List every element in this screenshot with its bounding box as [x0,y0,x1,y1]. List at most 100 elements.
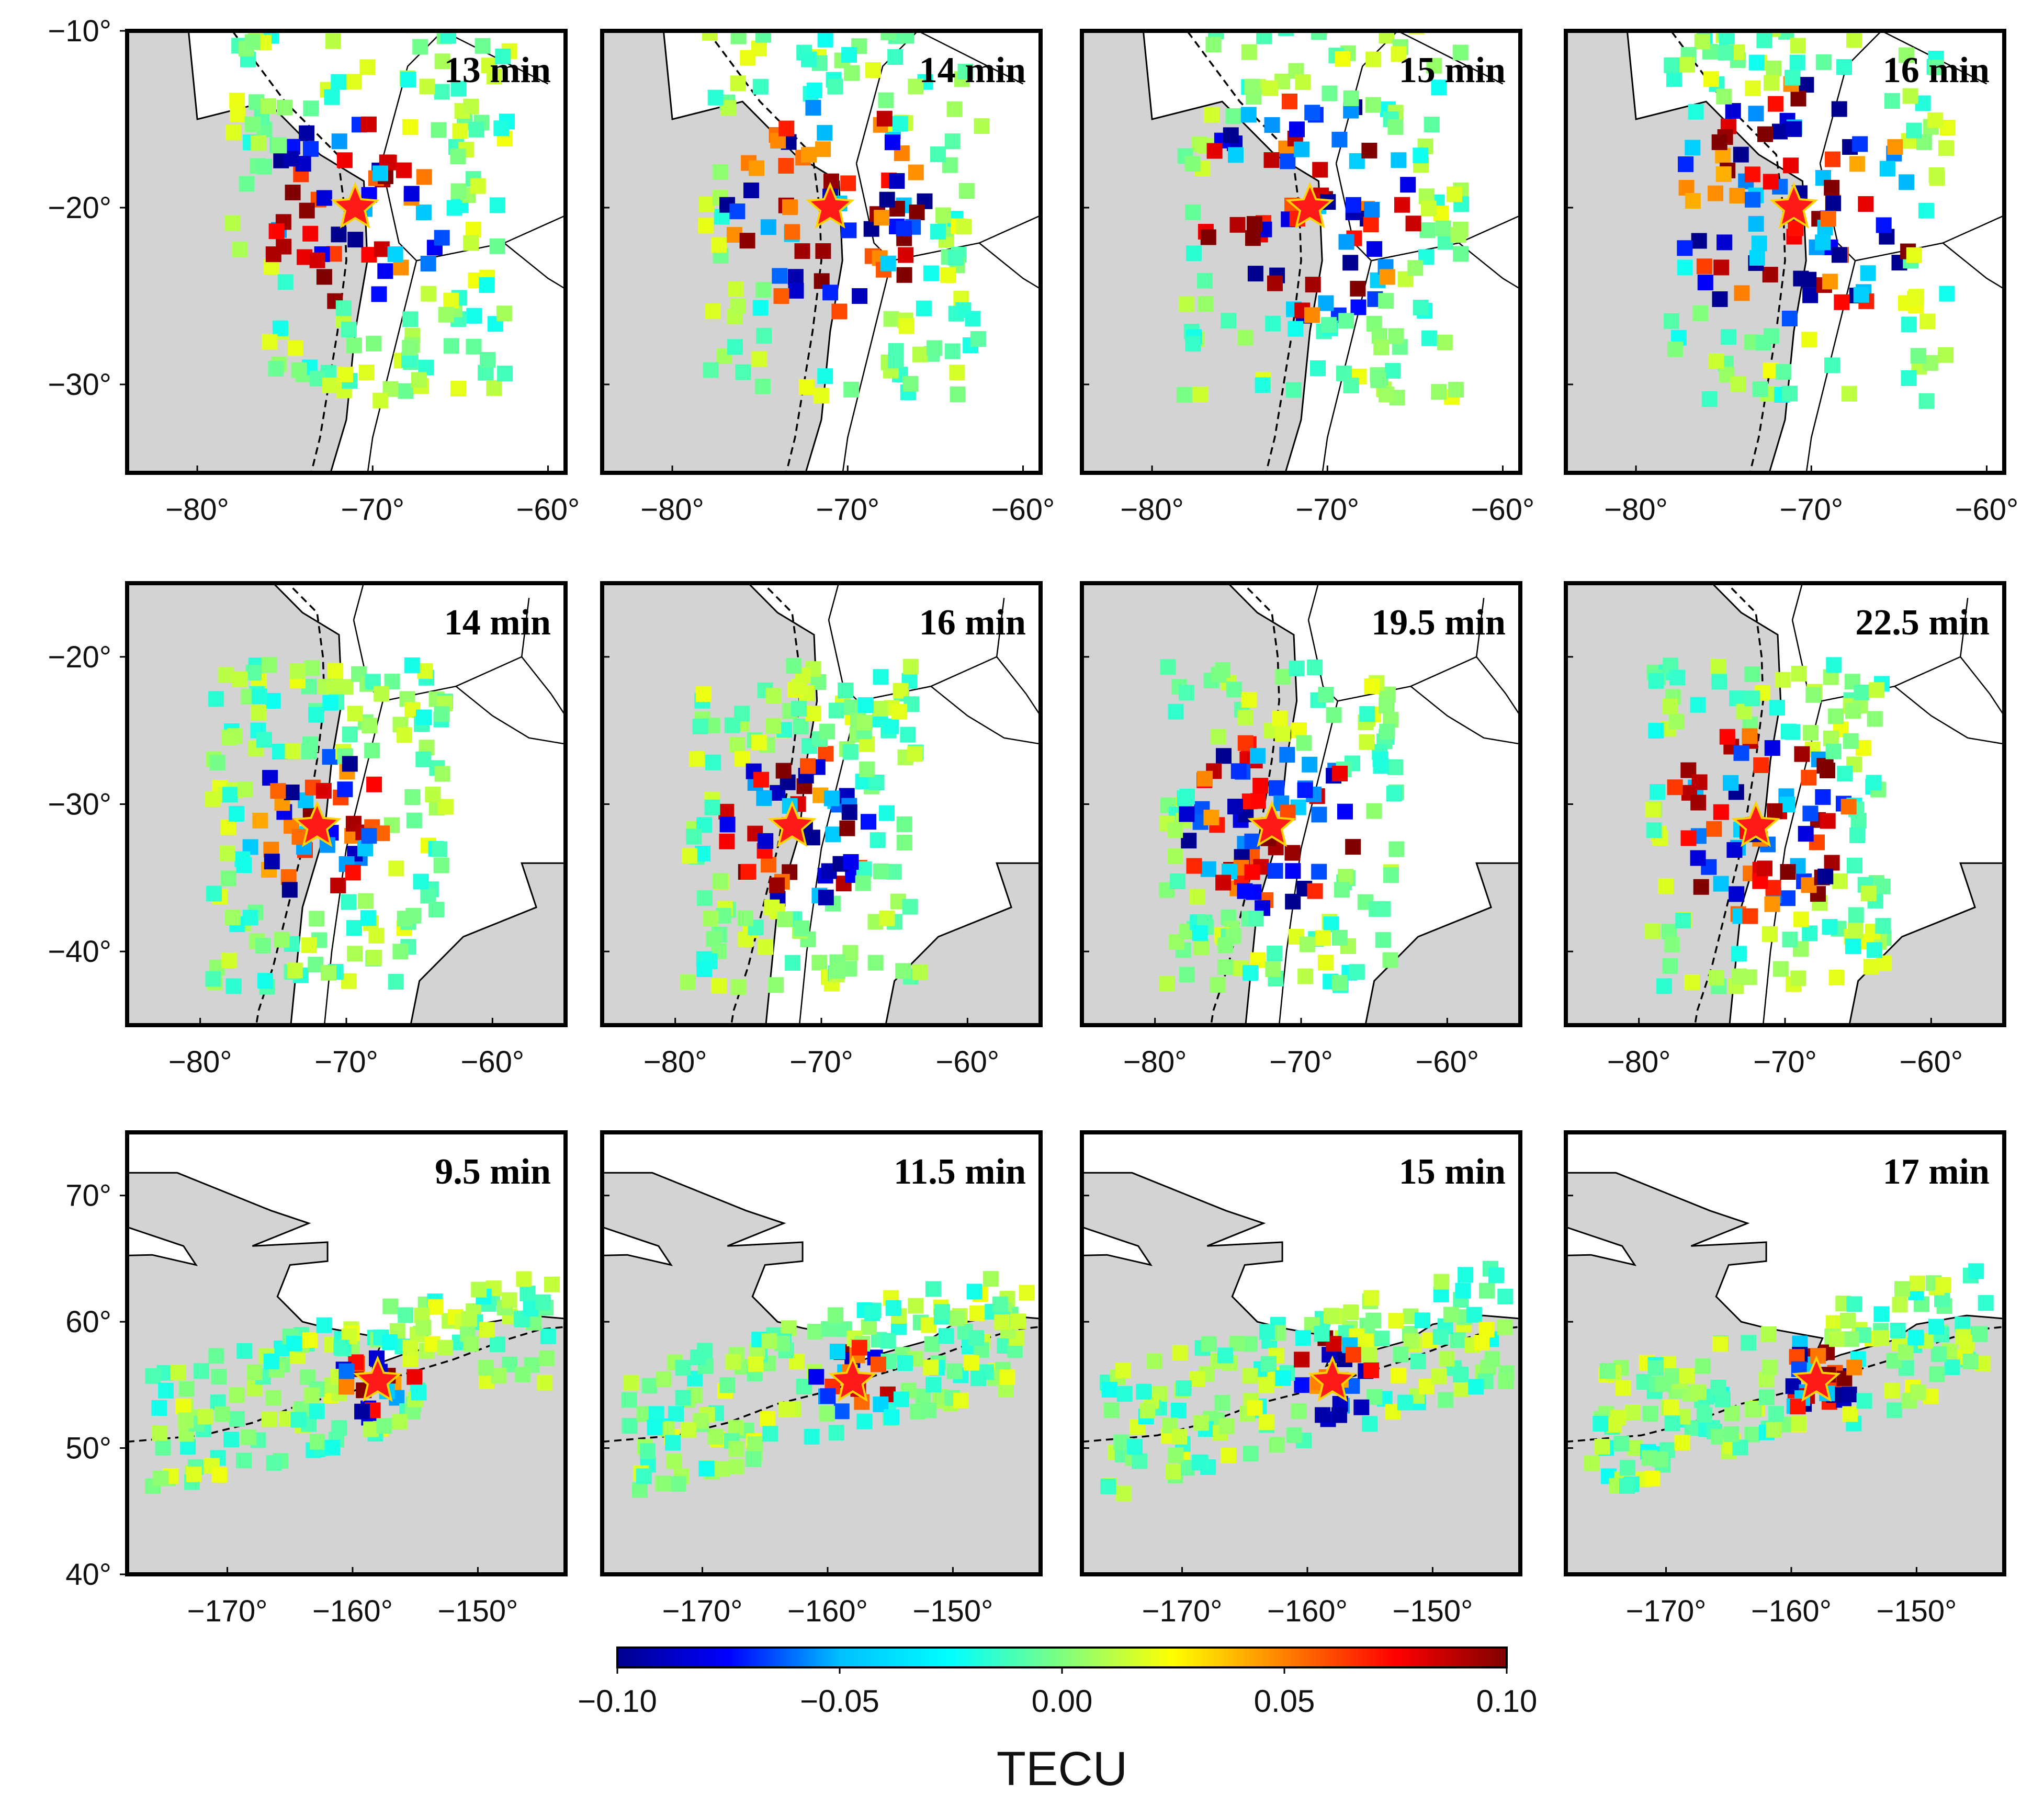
tec-point [880,255,896,271]
tec-point [1410,1353,1426,1369]
tec-point [151,1400,167,1416]
x-tick-label: −60° [1471,493,1535,527]
tec-point [784,224,800,240]
tec-point [225,124,242,141]
tec-point [1772,123,1788,140]
tec-point [636,1468,652,1484]
x-tick-label: −150° [1392,1594,1473,1628]
tec-point [813,388,829,404]
tec-point [1331,131,1348,147]
tec-point [1677,240,1693,256]
tec-point [236,1452,252,1469]
tec-point [1228,147,1244,163]
tec-point [1186,858,1202,874]
tec-point [1314,1326,1330,1342]
tec-point [1200,229,1216,245]
x-tick-label: −80° [640,493,704,527]
tec-point [388,860,404,877]
map-panel-row-2-1: 14 min −80° −70° −60° −20° −30° −40° [48,581,568,1079]
tec-point [336,152,353,168]
tec-point [622,1418,638,1434]
x-tick-label: −70° [1779,493,1843,527]
tec-point [1757,126,1773,142]
country-border [978,242,1041,290]
tec-point [1762,267,1778,283]
tec-point [727,339,743,355]
panel-frame [1564,1130,2006,1576]
tec-point [1285,382,1302,398]
tec-point [1790,38,1806,54]
tec-point [889,173,905,189]
tec-point [1928,59,1944,75]
tec-point [1720,329,1736,345]
tec-point [1816,758,1833,774]
tec-point [1701,391,1718,407]
tec-point [322,377,338,393]
tec-point [1742,728,1758,744]
tec-point [921,1402,937,1418]
tec-point [833,1403,850,1420]
tec-point [1745,80,1761,96]
tec-point [1703,71,1719,87]
tec-point [232,671,248,687]
tec-point [675,1360,691,1376]
tec-point [819,1405,835,1422]
tec-point [315,782,332,799]
tec-point [788,282,804,299]
tec-point [900,726,916,743]
tec-point [782,199,798,215]
tec-point [1706,821,1722,837]
tec-point [466,338,482,355]
tec-point [1711,674,1727,690]
tec-point [1858,196,1874,212]
y-tick-label: −10° [48,14,111,48]
tec-point [1211,729,1227,745]
tec-point [804,830,820,846]
tec-point [639,1443,656,1459]
tec-point [758,833,774,849]
tec-point [358,893,374,909]
tec-point [412,39,428,55]
tec-point [346,920,362,936]
tec-point [1790,970,1806,986]
tec-point [965,8,980,24]
tec-point [949,365,965,381]
tec-point [338,1363,355,1379]
tec-point [1845,703,1861,719]
tec-point [441,31,456,44]
tec-point [1801,14,1817,30]
tec-point [1772,961,1789,977]
tec-point [220,870,236,887]
tec-point [1890,1322,1906,1338]
tec-point [302,225,319,242]
tec-point [1650,784,1665,800]
tec-point [501,1292,517,1308]
epicenter-star-icon [1792,1355,1841,1402]
tec-point [893,1391,909,1407]
tec-point [1204,107,1219,123]
tec-point [944,133,961,150]
tec-point [277,274,293,290]
tec-point [1613,1436,1630,1452]
tec-point [1685,140,1701,156]
tec-point [1221,313,1237,329]
tec-point [1439,1350,1455,1367]
tec-point [1203,810,1219,826]
tec-point [1898,47,1914,63]
tec-point [1690,850,1706,866]
tec-point [1214,662,1230,678]
tec-point [1847,923,1864,939]
country-border [416,214,566,262]
tec-point [287,962,303,979]
epicenter-star-icon [767,800,817,847]
tec-point [1901,316,1917,333]
tec-point [1685,193,1701,209]
x-tick-label: −60° [516,493,580,527]
tec-point [1914,12,1929,27]
tec-point [781,14,797,30]
tec-point [1606,1417,1622,1433]
tec-point [1906,122,1922,139]
tec-point [1768,1406,1784,1422]
tec-point [725,1354,741,1370]
tec-point [270,783,286,799]
